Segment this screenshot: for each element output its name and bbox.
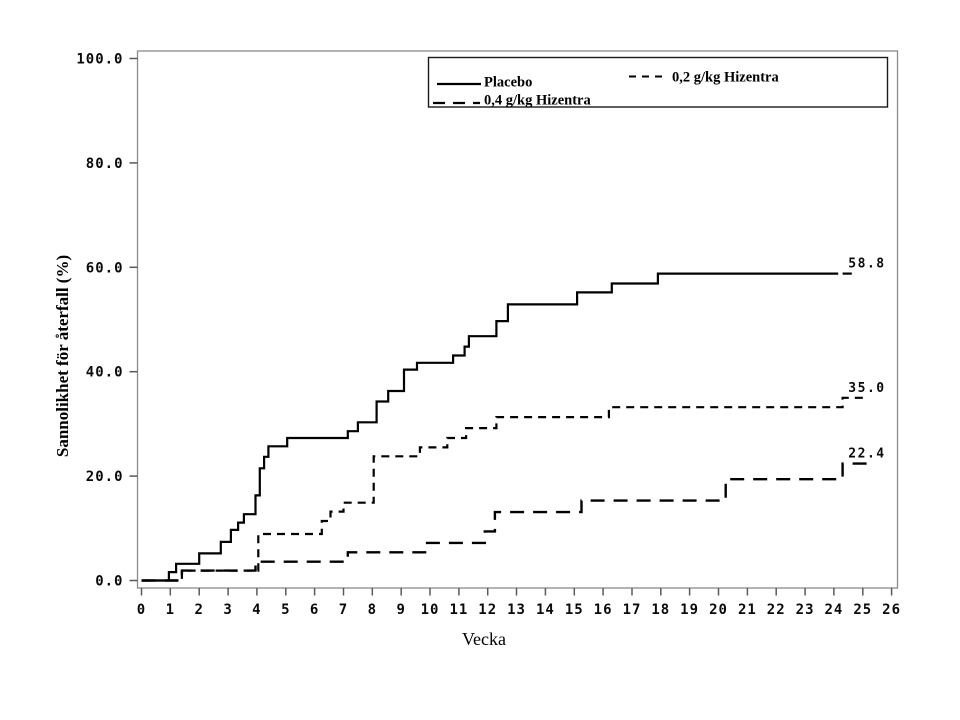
y-tick-label: 60.0 — [86, 260, 124, 276]
y-tick-label: 100.0 — [76, 52, 123, 68]
x-tick-label: 17 — [623, 602, 642, 618]
x-tick-label: 10 — [421, 602, 440, 618]
x-tick-label: 26 — [882, 602, 901, 618]
curve-end-labels: 58.8 35.0 22.4 — [848, 257, 885, 462]
end-value-label: 58.8 — [848, 257, 885, 272]
x-tick-label: 23 — [796, 602, 815, 618]
x-tick-label: 19 — [680, 602, 699, 618]
x-tick-label: 13 — [507, 602, 526, 618]
legend-box — [427, 56, 889, 108]
x-axis: 0 1 2 3 4 5 6 7 8 9 10 11 12 13 14 15 16 17 18 19 20 21 22 23 24… — [137, 588, 901, 618]
curve-0-2-g-kg-hizentra — [141, 396, 868, 582]
x-tick-label: 14 — [536, 602, 555, 618]
end-value-label: 22.4 — [848, 447, 885, 462]
x-tick-label: 0 — [137, 602, 146, 618]
series-curves — [141, 272, 869, 582]
x-tick-label: 2 — [194, 602, 203, 618]
x-tick-label: 8 — [368, 602, 377, 618]
x-tick-label: 3 — [223, 602, 232, 618]
y-axis-title: Sannolikhet för återfall (%) — [53, 255, 72, 457]
x-tick-label: 1 — [166, 602, 175, 618]
x-tick-label: 24 — [824, 602, 843, 618]
x-axis-title: Vecka — [462, 629, 506, 649]
legend-label-02gkg: 0,2 g/kg Hizentra — [672, 70, 779, 86]
x-tick-label: 18 — [651, 602, 670, 618]
curve-placebo — [141, 272, 839, 582]
x-tick-label: 11 — [449, 602, 468, 618]
x-tick-label: 12 — [478, 602, 497, 618]
x-tick-label: 4 — [252, 602, 261, 618]
y-tick-label: 20.0 — [86, 469, 124, 485]
x-tick-label: 16 — [594, 602, 613, 618]
x-tick-label: 15 — [565, 602, 584, 618]
y-tick-label: 0.0 — [95, 574, 123, 590]
legend-label-placebo: Placebo — [484, 75, 532, 91]
y-axis: 0.0 20.0 40.0 60.0 80.0 100.0 — [76, 52, 138, 590]
end-value-label: 35.0 — [848, 381, 885, 396]
plot-frame — [136, 50, 899, 589]
curve-0-4-g-kg-hizentra — [141, 462, 869, 582]
x-tick-label: 25 — [853, 602, 872, 618]
x-tick-label: 20 — [709, 602, 728, 618]
x-tick-label: 21 — [738, 602, 757, 618]
y-tick-label: 40.0 — [86, 365, 124, 381]
plot-frame-group — [136, 50, 899, 589]
legend: Placebo 0,2 g/kg Hizentra 0,4 g/kg Hizen… — [427, 56, 889, 109]
x-tick-label: 7 — [339, 602, 348, 618]
x-tick-label: 5 — [281, 602, 290, 618]
legend-label-04gkg: 0,4 g/kg Hizentra — [484, 93, 591, 109]
x-tick-label: 6 — [310, 602, 319, 618]
x-tick-label: 22 — [767, 602, 786, 618]
y-tick-label: 80.0 — [86, 156, 124, 172]
x-tick-label: 9 — [396, 602, 405, 618]
